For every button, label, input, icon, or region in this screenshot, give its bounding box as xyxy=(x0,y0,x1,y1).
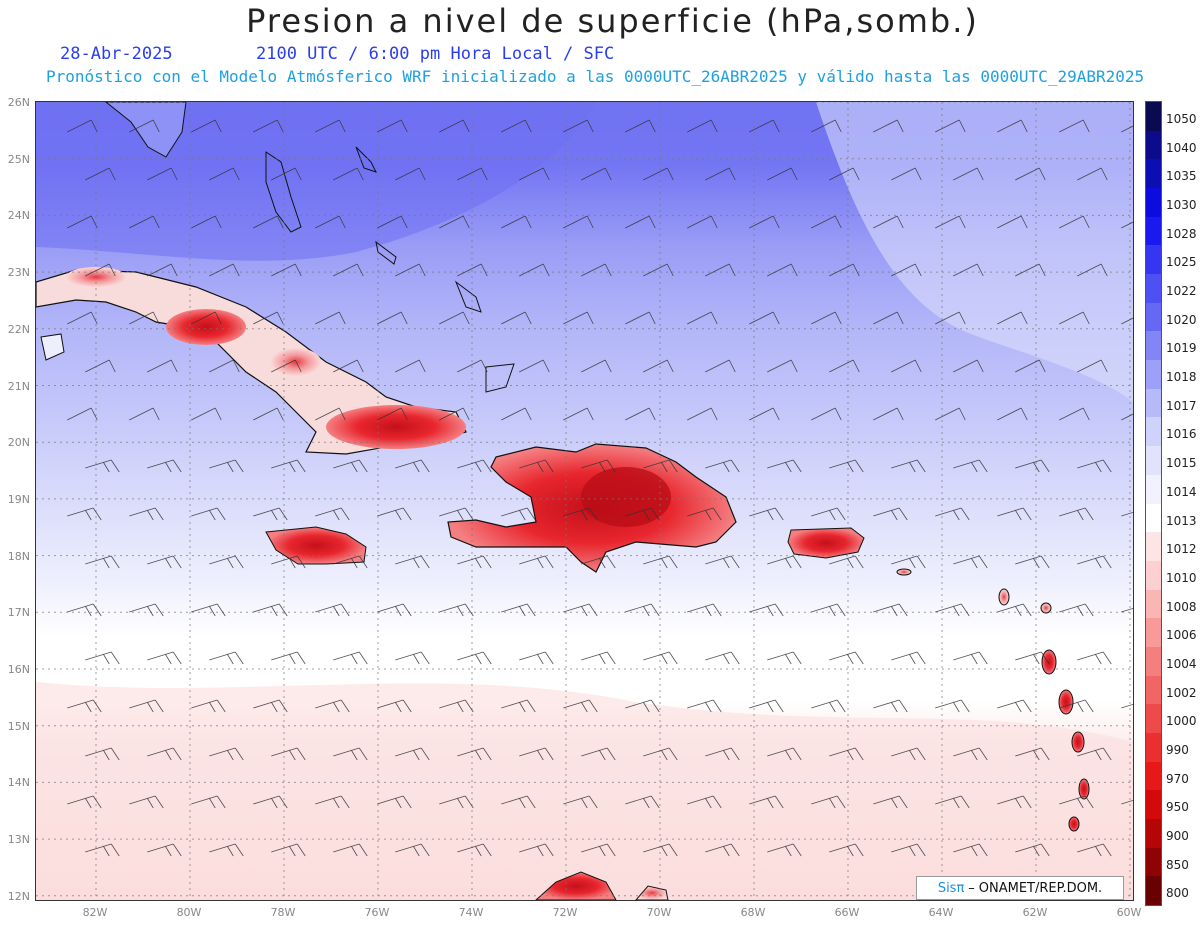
credit-box: Sisπ – ONAMET/REP.DOM. xyxy=(916,876,1124,900)
lat-label: 17N xyxy=(7,606,30,620)
colorbar-label: 1020 xyxy=(1166,312,1197,327)
lon-label: 64W xyxy=(928,906,954,919)
colorbar-label: 1015 xyxy=(1166,456,1197,471)
lat-label: 12N xyxy=(7,889,30,903)
lat-label: 23N xyxy=(7,266,30,280)
lat-label: 22N xyxy=(7,322,30,336)
colorbar-segment xyxy=(1146,446,1161,476)
colorbar-label: 950 xyxy=(1166,800,1189,815)
lat-label: 26N xyxy=(7,96,30,109)
colorbar-label: 800 xyxy=(1166,886,1189,901)
lat-label: 21N xyxy=(7,379,30,393)
colorbar-segment xyxy=(1146,618,1161,648)
colorbar-label: 1022 xyxy=(1166,284,1197,299)
colorbar xyxy=(1145,101,1162,906)
lat-label: 18N xyxy=(7,549,30,563)
lon-label: 60W xyxy=(1116,906,1142,919)
colorbar-label: 1035 xyxy=(1166,169,1197,184)
colorbar-segment xyxy=(1146,646,1161,677)
colorbar-segment xyxy=(1146,560,1161,591)
lat-label: 25N xyxy=(7,152,30,166)
colorbar-segment xyxy=(1146,102,1161,132)
colorbar-label: 1028 xyxy=(1166,226,1197,241)
pressure-map xyxy=(35,101,1134,901)
colorbar-label: 1018 xyxy=(1166,370,1197,385)
colorbar-label: 1012 xyxy=(1166,542,1197,557)
colorbar-segment xyxy=(1146,216,1161,246)
lon-label: 80W xyxy=(176,906,202,919)
colorbar-segment xyxy=(1146,302,1161,332)
colorbar-label: 1014 xyxy=(1166,484,1197,499)
lon-label: 66W xyxy=(834,906,860,919)
colorbar-label: 990 xyxy=(1166,742,1189,757)
lon-label: 76W xyxy=(364,906,390,919)
colorbar-segment xyxy=(1146,732,1161,763)
forecast-info: Pronóstico con el Modelo Atmósferico WRF… xyxy=(46,67,1145,86)
colorbar-label: 1017 xyxy=(1166,398,1197,413)
colorbar-segment xyxy=(1146,675,1161,705)
colorbar-segment xyxy=(1146,130,1161,160)
colorbar-segment xyxy=(1146,274,1161,304)
colorbar-segment xyxy=(1146,245,1161,275)
map-title: Presion a nivel de superficie (hPa,somb.… xyxy=(246,2,979,40)
colorbar-segment xyxy=(1146,761,1161,791)
colorbar-segment xyxy=(1146,876,1161,906)
lon-label: 68W xyxy=(740,906,766,919)
colorbar-label: 970 xyxy=(1166,771,1189,786)
lat-label: 16N xyxy=(7,663,30,676)
colorbar-label: 1006 xyxy=(1166,628,1197,643)
colorbar-label: 1025 xyxy=(1166,255,1197,270)
lon-label: 74W xyxy=(458,906,484,919)
colorbar-label: 900 xyxy=(1166,828,1189,843)
lat-label: 15N xyxy=(7,719,30,733)
colorbar-segment xyxy=(1146,474,1161,504)
lat-label: 24N xyxy=(7,209,30,223)
lat-label: 14N xyxy=(7,776,30,790)
colorbar-segment xyxy=(1146,790,1161,820)
colorbar-label: 1016 xyxy=(1166,427,1197,442)
colorbar-label: 1019 xyxy=(1166,341,1197,356)
colorbar-label: 1002 xyxy=(1166,685,1197,700)
colorbar-label: 1004 xyxy=(1166,656,1197,671)
colorbar-label: 1050 xyxy=(1166,112,1197,126)
lon-label: 62W xyxy=(1022,906,1048,919)
colorbar-segment xyxy=(1146,388,1161,418)
colorbar-segment xyxy=(1146,847,1161,877)
forecast-date: 28-Abr-2025 xyxy=(60,44,173,64)
colorbar-segment xyxy=(1146,589,1161,619)
credit-text: ONAMET/REP.DOM. xyxy=(978,880,1103,896)
colorbar-label: 1013 xyxy=(1166,513,1197,528)
lon-label: 78W xyxy=(270,906,296,919)
lat-label: 13N xyxy=(7,833,30,847)
lon-label: 82W xyxy=(82,906,108,919)
colorbar-label: 1008 xyxy=(1166,599,1197,614)
lat-label: 19N xyxy=(7,492,30,506)
colorbar-segment xyxy=(1146,331,1161,361)
lon-label: 70W xyxy=(646,906,672,919)
colorbar-label: 1040 xyxy=(1166,140,1197,155)
lon-label: 72W xyxy=(552,906,578,919)
colorbar-segment xyxy=(1146,704,1161,734)
colorbar-label: 1030 xyxy=(1166,198,1197,213)
credit-brand: Sisπ xyxy=(937,880,965,896)
colorbar-label: 1010 xyxy=(1166,570,1197,585)
colorbar-segment xyxy=(1146,503,1161,533)
colorbar-segment xyxy=(1146,818,1161,849)
colorbar-segment xyxy=(1146,360,1161,390)
colorbar-label: 1000 xyxy=(1166,714,1197,729)
colorbar-label: 850 xyxy=(1166,857,1189,872)
colorbar-segment xyxy=(1146,188,1161,218)
forecast-time: 2100 UTC / 6:00 pm Hora Local / SFC xyxy=(256,44,615,64)
colorbar-segment xyxy=(1146,159,1161,189)
lat-label: 20N xyxy=(7,436,30,450)
colorbar-segment xyxy=(1146,417,1161,447)
colorbar-segment xyxy=(1146,532,1161,562)
